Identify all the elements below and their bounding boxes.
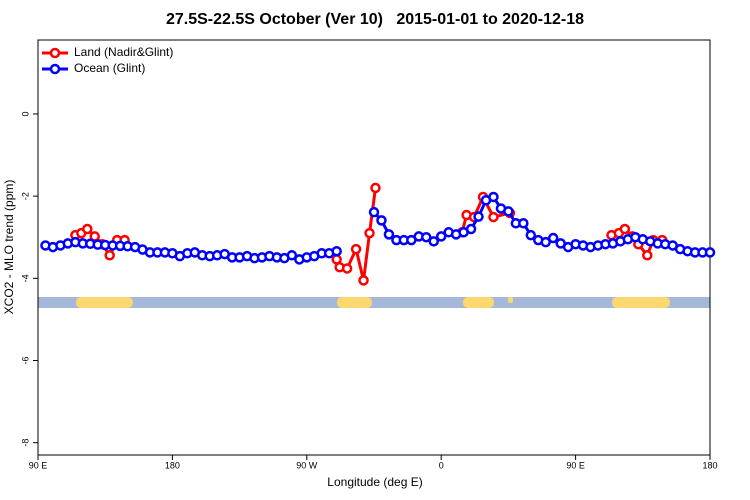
x-tick-label: 90 E: [566, 460, 585, 470]
y-tick-label: -4: [20, 274, 30, 282]
y-tick-label: -2: [20, 192, 30, 200]
data-point: [331, 245, 342, 257]
data-point: [547, 232, 559, 244]
x-tick-label: 180: [702, 460, 717, 470]
land-patch: [337, 297, 372, 308]
legend-marker: [49, 63, 61, 75]
data-point: [525, 229, 537, 241]
data-point: [704, 247, 716, 258]
data-point: [358, 275, 369, 286]
data-point: [619, 223, 631, 235]
data-point: [488, 191, 499, 203]
data-point: [370, 182, 381, 194]
data-point: [104, 250, 115, 261]
data-point: [488, 211, 499, 223]
data-point: [364, 227, 375, 239]
data-point: [435, 231, 447, 242]
data-point: [368, 206, 380, 218]
data-point: [428, 236, 439, 247]
x-tick-label: 180: [165, 460, 180, 470]
y-tick-label: -6: [20, 356, 30, 364]
x-tick-label: 90 E: [29, 460, 48, 470]
y-tick-label: 0: [20, 111, 30, 116]
data-point: [350, 243, 362, 255]
data-point: [503, 206, 514, 217]
data-point: [518, 218, 529, 229]
data-point: [421, 231, 432, 243]
data-point: [383, 229, 395, 240]
land-patch: [463, 297, 494, 308]
data-point: [540, 236, 551, 248]
x-axis-label: Longitude (deg E): [327, 475, 422, 489]
ocean-strip: [38, 297, 710, 308]
land-patch: [612, 297, 670, 308]
land-mask: [38, 297, 710, 308]
data-point: [341, 263, 353, 274]
x-tick-label: 0: [439, 460, 444, 470]
legend-marker: [49, 47, 61, 59]
x-tick-label: 90 W: [296, 460, 318, 470]
y-axis-label: XCO2 - MLO trend (ppm): [2, 180, 16, 315]
land-patch: [76, 297, 133, 308]
legend-label: Land (Nadir&Glint): [74, 45, 173, 59]
data-point: [286, 250, 298, 261]
legend-label: Ocean (Glint): [74, 61, 145, 75]
data-point: [82, 223, 93, 235]
data-point: [642, 250, 653, 261]
y-tick-label: -8: [20, 439, 30, 447]
land-patch: [508, 297, 513, 303]
data-point: [465, 223, 477, 235]
data-point: [376, 215, 387, 226]
chart-title: 27.5S-22.5S October (Ver 10) 2015-01-01 …: [166, 11, 584, 28]
data-point: [473, 211, 484, 222]
